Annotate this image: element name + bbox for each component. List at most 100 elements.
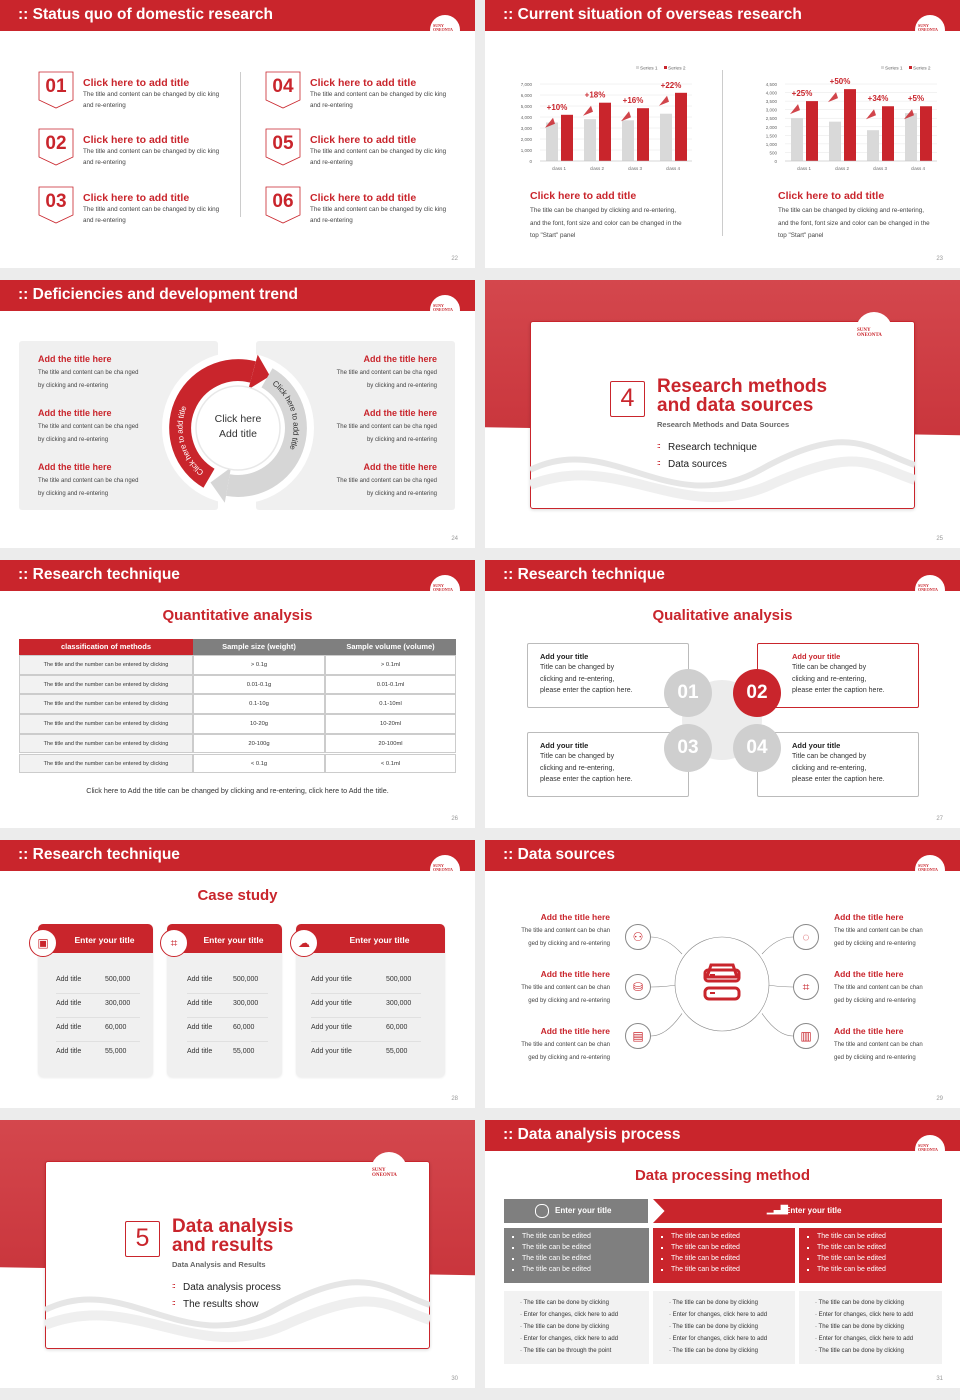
gray-header[interactable] xyxy=(504,1199,648,1223)
case-card-title[interactable]: Enter your title xyxy=(349,935,410,945)
step-number[interactable]: 04 xyxy=(733,724,781,772)
center-label-line1[interactable]: Click here xyxy=(214,413,262,425)
bar-series-1 xyxy=(584,119,596,161)
item-title[interactable]: Add the title here xyxy=(540,1026,610,1036)
agenda-item[interactable]: Data analysis process xyxy=(183,1282,281,1293)
step-number[interactable]: 01 xyxy=(664,669,712,717)
table-cell[interactable]: 20-100ml xyxy=(325,733,456,754)
caption-box[interactable] xyxy=(757,732,919,797)
item-title[interactable]: Click here to add title xyxy=(83,77,190,89)
item-title[interactable]: Add the title here xyxy=(38,462,112,472)
table-cell[interactable]: 0.01-0.1g xyxy=(193,674,325,695)
page-number: 27 xyxy=(936,816,943,822)
item-title[interactable]: Add the title here xyxy=(363,354,437,364)
table-cell[interactable]: The title and the number can be entered … xyxy=(19,694,193,715)
block-title[interactable]: Click here to add title xyxy=(530,190,637,202)
item-desc: The title and content can be changed by … xyxy=(83,148,220,166)
row-label: Add title xyxy=(187,1024,213,1031)
slide-31[interactable]: :: Data analysis process SUNY ONEONTA 31 Dat… xyxy=(485,1120,960,1388)
section-title-line2: and results xyxy=(172,1235,274,1256)
red-header-arrow[interactable] xyxy=(653,1199,942,1223)
table-cell[interactable]: 10-20g xyxy=(193,714,325,734)
growth-label: +25% xyxy=(792,89,813,98)
item-title[interactable]: Add the title here xyxy=(540,969,610,979)
agenda-item[interactable]: The results show xyxy=(183,1299,259,1310)
column-header[interactable]: Sample size (weight) xyxy=(193,639,325,655)
block-title[interactable]: Click here to add title xyxy=(778,190,885,202)
slide-25[interactable]: SUNY ONEONTA 4 Research methods and data sou… xyxy=(485,280,960,548)
table-cell[interactable]: < 0.1g xyxy=(193,753,325,774)
slide-28[interactable]: :: Research technique SUNY ONEONTA 28 Case s… xyxy=(0,840,475,1108)
method-panel xyxy=(799,1228,942,1283)
item-title[interactable]: Add the title here xyxy=(834,969,904,979)
table-cell[interactable]: The title and the number can be entered … xyxy=(19,753,193,774)
section-subtitle: Data Analysis and Results xyxy=(172,1260,266,1269)
table-cell[interactable]: The title and the number can be entered … xyxy=(19,714,193,734)
detail-item: · The title can be through the point xyxy=(520,1348,612,1354)
table-cell[interactable]: The title and the number can be entered … xyxy=(19,655,193,675)
y-tick-label: 3,000 xyxy=(766,108,778,113)
y-tick-label: 500 xyxy=(769,150,777,155)
detail-item: · The title can be done by clicking xyxy=(815,1300,904,1306)
column-header[interactable]: Sample volume (volume) xyxy=(325,639,456,655)
table-cell[interactable]: 0.01-0.1ml xyxy=(325,674,456,695)
item-title[interactable]: Add your title xyxy=(792,652,841,661)
agenda-item[interactable]: Data sources xyxy=(668,459,727,470)
item-title[interactable]: Click here to add title xyxy=(310,192,417,204)
item-title[interactable]: Add the title here xyxy=(834,1026,904,1036)
item-title[interactable]: Add the title here xyxy=(363,462,437,472)
detail-item: · The title can be done by clicking xyxy=(815,1324,904,1330)
item-text: clicking and re-entering, xyxy=(540,764,615,772)
slide-title: :: Research technique xyxy=(503,566,665,583)
item-title[interactable]: Click here to add title xyxy=(83,134,190,146)
arrow-up-icon xyxy=(904,109,914,120)
table-cell[interactable]: 0.1-10g xyxy=(193,694,325,715)
slide-26[interactable]: :: Research technique SUNY ONEONTA 26 Quanti… xyxy=(0,560,475,828)
detail-item: · The title can be done by clicking xyxy=(520,1300,609,1306)
caption-box[interactable] xyxy=(527,643,689,708)
table-cell[interactable]: 0.1-10ml xyxy=(325,694,456,715)
step-number[interactable]: 03 xyxy=(664,724,712,772)
caption-box[interactable] xyxy=(527,732,689,797)
slide-24[interactable]: :: Deficiencies and development trend SUN… xyxy=(0,280,475,548)
row-label: Add title xyxy=(56,1000,82,1007)
bar-charts: 0 1,000 2,000 3,000 4,000 5,000 6,000 7,000 clas… xyxy=(521,66,937,171)
item-title[interactable]: Add your title xyxy=(792,741,841,750)
row-label: Add title xyxy=(187,976,213,983)
case-card-title[interactable]: Enter your title xyxy=(74,935,135,945)
item-title[interactable]: Add the title here xyxy=(38,354,112,364)
slide-30[interactable]: SUNY ONEONTA 5 Data analysis and results Data… xyxy=(0,1120,475,1388)
table-cell[interactable]: > 0.1ml xyxy=(325,655,456,675)
cycle-diagram: Click here to add title Click here to ad… xyxy=(162,352,314,504)
bar-series-1 xyxy=(829,121,841,161)
table-cell[interactable]: The title and the number can be entered … xyxy=(19,733,193,754)
slide-27[interactable]: :: Research technique SUNY ONEONTA 27 Qualit… xyxy=(485,560,960,828)
item-title[interactable]: Click here to add title xyxy=(310,134,417,146)
item-title[interactable]: Add the title here xyxy=(38,408,112,418)
slide-22[interactable]: :: Status quo of domestic research SUNY ON… xyxy=(0,0,475,268)
table-cell[interactable]: 10-20ml xyxy=(325,714,456,734)
item-title[interactable]: Add your title xyxy=(540,652,589,661)
item-title[interactable]: Add your title xyxy=(540,741,589,750)
method-item: The title can be edited xyxy=(807,1266,886,1273)
item-desc: The title and content can be changed by … xyxy=(310,148,447,166)
item-title[interactable]: Add the title here xyxy=(834,912,904,922)
item-title[interactable]: Click here to add title xyxy=(310,77,417,89)
table-cell[interactable]: > 0.1g xyxy=(193,655,325,675)
slide-29[interactable]: :: Data sources SUNY ONEONTA 29 ⚇ Add the ti… xyxy=(485,840,960,1108)
center-label-line2[interactable]: Add title xyxy=(219,428,257,440)
building-icon: ▥ xyxy=(793,1023,819,1049)
table-cell[interactable]: The title and the number can be entered … xyxy=(19,674,193,695)
item-title[interactable]: Click here to add title xyxy=(83,192,190,204)
agenda-item[interactable]: Research technique xyxy=(668,442,757,453)
case-card-title[interactable]: Enter your title xyxy=(203,935,264,945)
table-cell[interactable]: < 0.1ml xyxy=(325,753,456,774)
table-cell[interactable]: 20-100g xyxy=(193,733,325,754)
row-separator xyxy=(311,1041,421,1042)
item-title[interactable]: Add the title here xyxy=(540,912,610,922)
step-number[interactable]: 02 xyxy=(733,669,781,717)
item-title[interactable]: Add the title here xyxy=(363,408,437,418)
slide-23[interactable]: :: Current situation of overseas researc… xyxy=(485,0,960,268)
column-header[interactable]: classification of methods xyxy=(19,639,193,655)
bar-series-2 xyxy=(882,106,894,161)
